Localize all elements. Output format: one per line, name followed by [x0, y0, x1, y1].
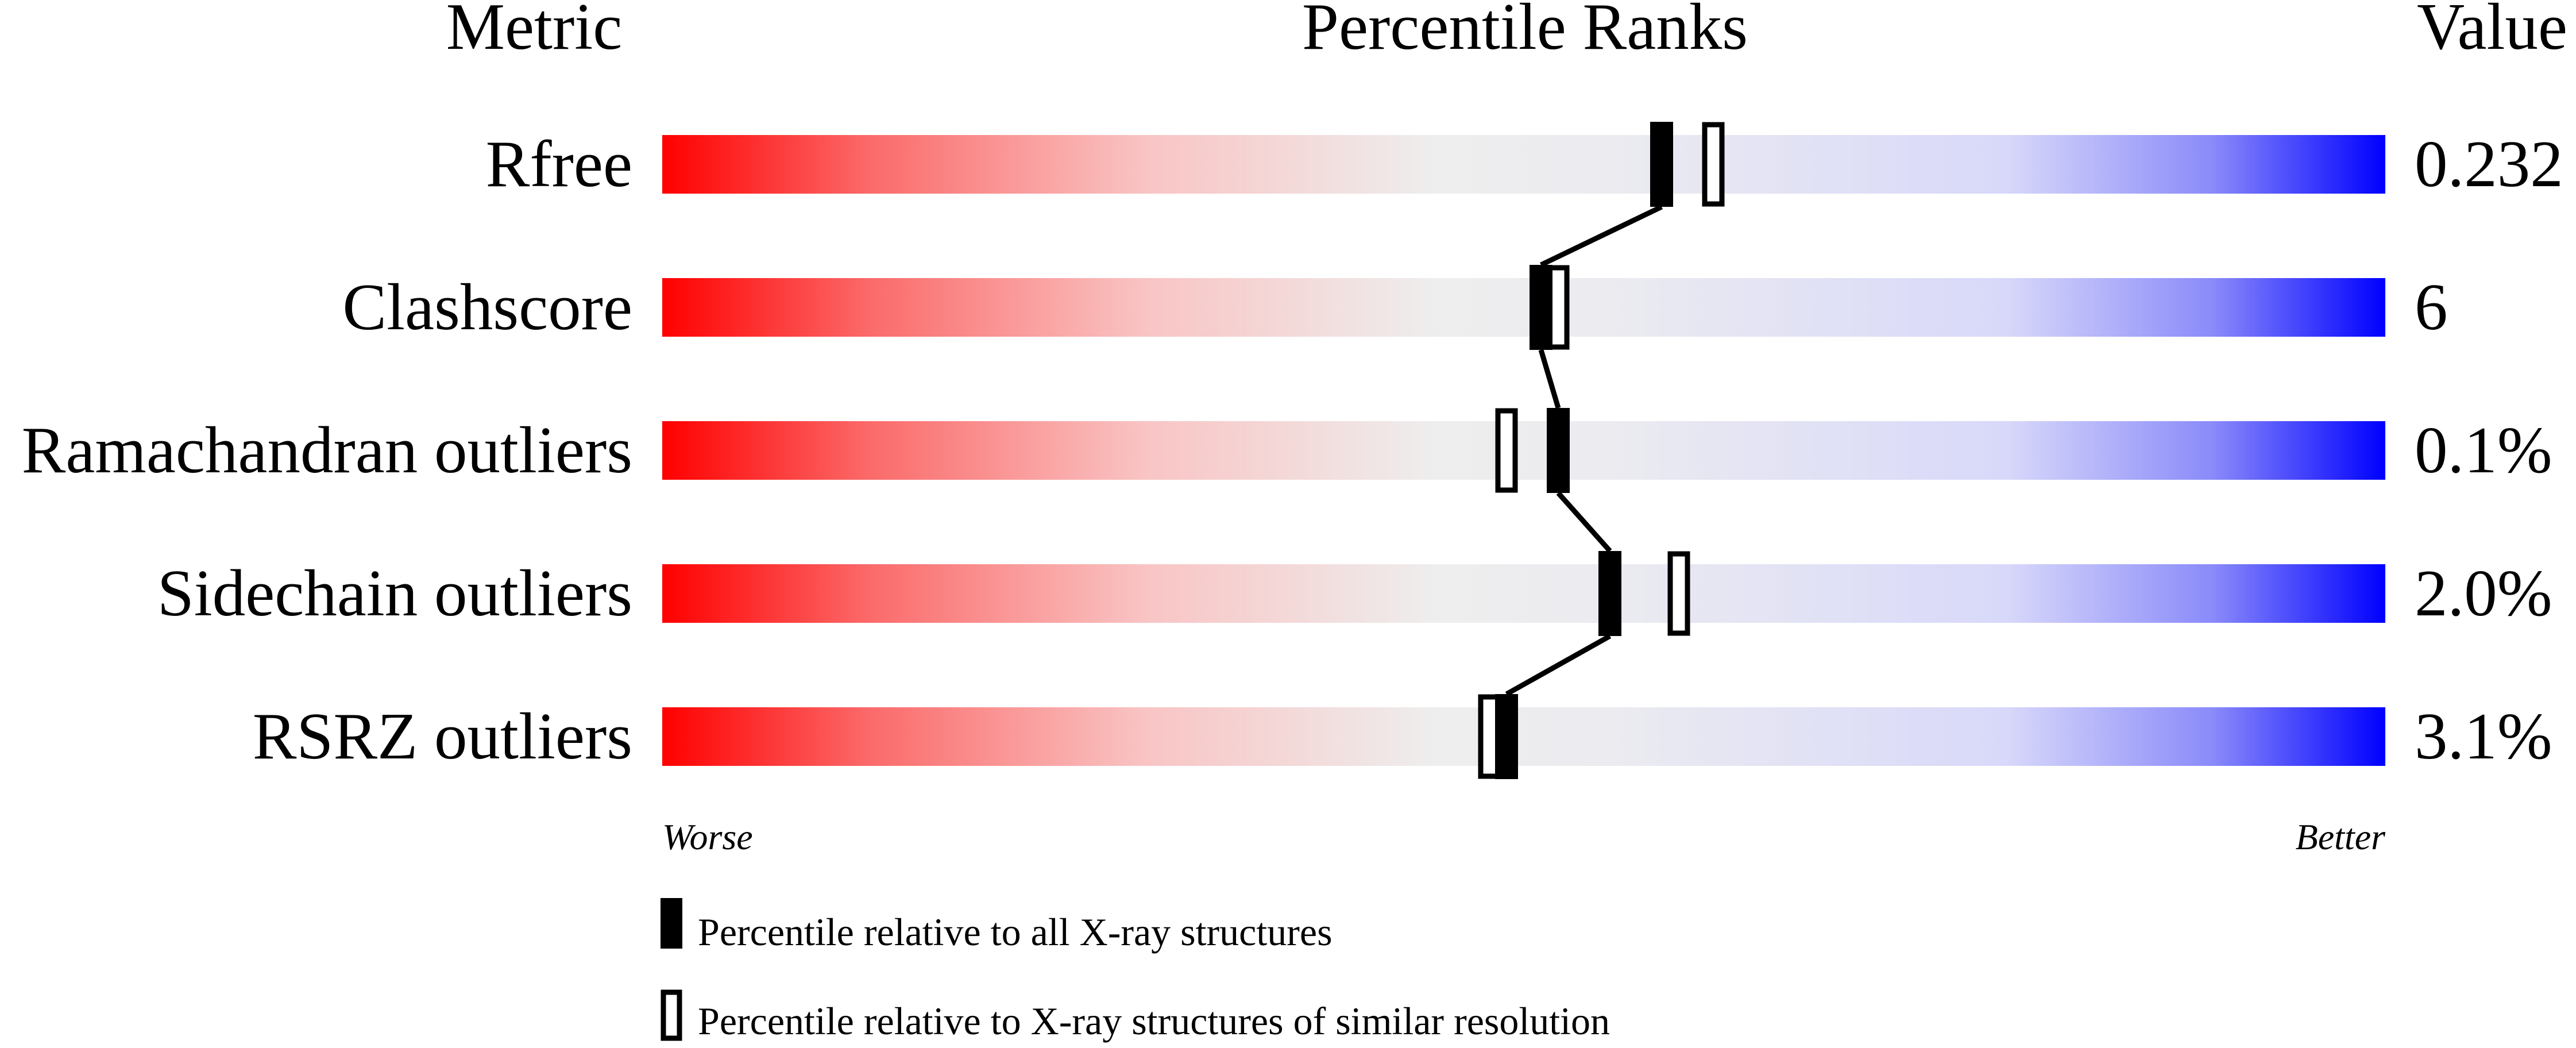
legend-open-marker — [661, 989, 682, 1041]
header-metric: Metric — [446, 0, 623, 63]
header-percentile-ranks: Percentile Ranks — [1302, 0, 1748, 63]
percentile-bar — [662, 564, 2385, 623]
metric-label: Clashscore — [342, 271, 632, 344]
metric-label: RSRZ outliers — [253, 700, 632, 773]
marker-similar-resolution — [1495, 408, 1518, 493]
percentile-bar — [662, 707, 2385, 766]
marker-similar-resolution — [1702, 122, 1725, 207]
marker-all-structures — [1495, 694, 1518, 779]
marker-similar-resolution — [1667, 551, 1690, 636]
legend-filled-marker — [661, 898, 682, 949]
metric-value: 6 — [2415, 271, 2448, 344]
connector-line — [1505, 634, 1612, 696]
marker-all-structures — [1530, 265, 1552, 350]
metric-value: 0.232 — [2415, 128, 2563, 201]
legend-filled-label: Percentile relative to all X-ray structu… — [698, 910, 1333, 954]
percentile-bar — [662, 135, 2385, 194]
axis-label-better: Better — [2296, 816, 2386, 857]
metric-label: Rfree — [486, 128, 632, 201]
header-value: Value — [2417, 0, 2567, 63]
percentile-bar — [662, 278, 2385, 337]
marker-all-structures — [1650, 122, 1673, 207]
metric-value: 3.1% — [2415, 700, 2552, 773]
marker-all-structures — [1547, 408, 1570, 493]
metric-value: 2.0% — [2415, 557, 2552, 630]
marker-all-structures — [1598, 551, 1621, 636]
axis-label-worse: Worse — [662, 816, 753, 857]
legend-open-label: Percentile relative to X-ray structures … — [698, 999, 1610, 1043]
metric-label: Ramachandran outliers — [22, 414, 632, 487]
percentile-bar — [662, 421, 2385, 480]
connector-line — [1540, 204, 1663, 268]
metric-label: Sidechain outliers — [157, 557, 632, 630]
connector-line — [1556, 491, 1612, 553]
metric-value: 0.1% — [2415, 414, 2552, 487]
connector-line — [1538, 349, 1561, 409]
